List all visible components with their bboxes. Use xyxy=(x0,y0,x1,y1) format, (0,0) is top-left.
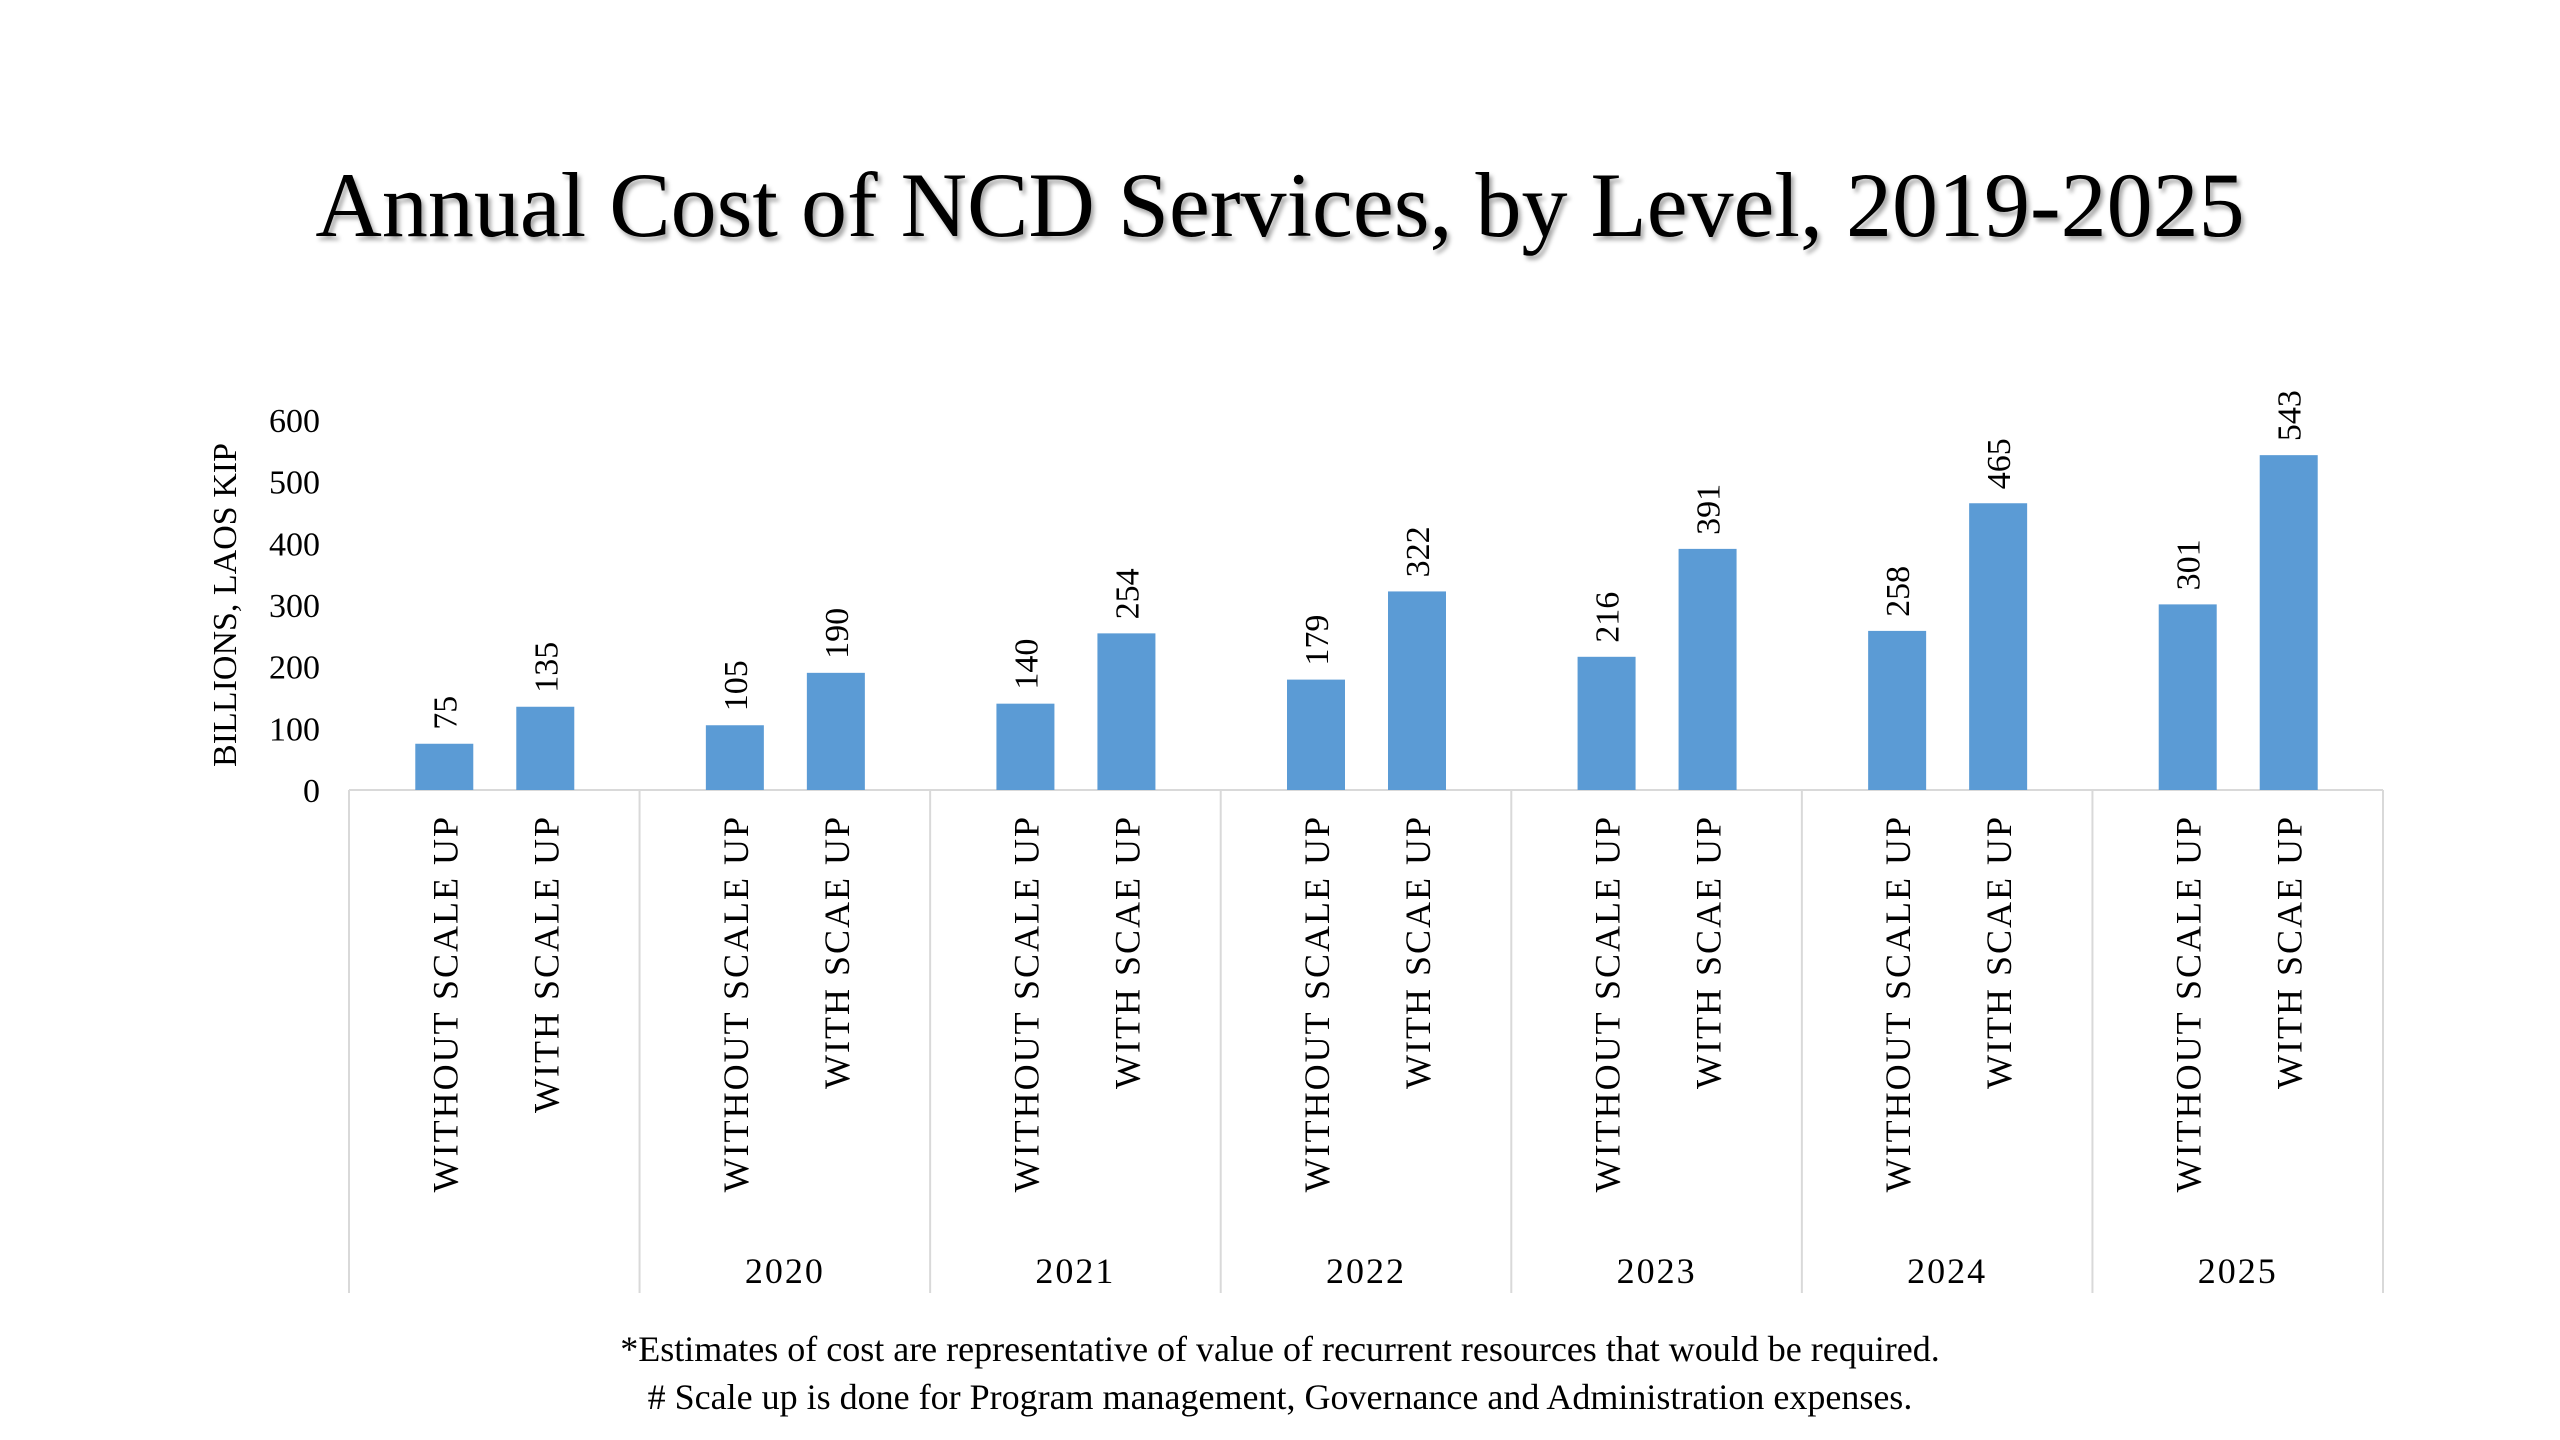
y-tick-label: 200 xyxy=(269,650,320,687)
group-label: 2022 xyxy=(1326,1251,1406,1291)
chart-title: Annual Cost of NCD Services, by Level, 2… xyxy=(315,154,2245,256)
data-label: 135 xyxy=(528,642,565,693)
y-axis-label: BILLIONS, LAOS KIP xyxy=(207,443,244,767)
category-label: WITH SCAE UP xyxy=(1979,815,2019,1089)
data-label: 254 xyxy=(1109,568,1146,619)
data-label: 301 xyxy=(2171,539,2208,590)
data-label: 190 xyxy=(819,608,856,659)
category-label: WITHOUT SCALE UP xyxy=(1588,815,1628,1192)
data-label: 75 xyxy=(427,696,464,730)
bar xyxy=(705,725,764,790)
group-label: 2025 xyxy=(2198,1251,2278,1291)
data-label: 543 xyxy=(2272,390,2309,441)
category-label: WITH SCAE UP xyxy=(2270,815,2310,1089)
bar xyxy=(2158,604,2217,790)
y-tick-label: 100 xyxy=(269,711,320,748)
bar xyxy=(1577,656,1636,790)
footnotes: *Estimates of cost are representative of… xyxy=(0,1325,2560,1421)
category-label: WITHOUT SCALE UP xyxy=(1297,815,1337,1192)
bar xyxy=(996,703,1055,790)
data-label: 465 xyxy=(1981,438,2018,489)
group-label: 2020 xyxy=(745,1251,825,1291)
category-label: WITHOUT SCALE UP xyxy=(425,815,465,1192)
data-label: 391 xyxy=(1691,484,1728,535)
bar xyxy=(2259,455,2318,790)
bar xyxy=(415,743,474,790)
y-tick-label: 600 xyxy=(269,403,320,440)
category-label: WITH SCAE UP xyxy=(817,815,857,1089)
footnote-estimates: *Estimates of cost are representative of… xyxy=(620,1329,1940,1369)
y-tick-label: 500 xyxy=(269,465,320,502)
bar xyxy=(1678,548,1737,790)
data-label: 140 xyxy=(1008,639,1045,690)
bar xyxy=(1868,630,1927,790)
bar xyxy=(1388,591,1446,790)
category-label: WITH SCAE UP xyxy=(1689,815,1729,1089)
category-label: WITHOUT SCALE UP xyxy=(1006,815,1046,1192)
bar xyxy=(1287,679,1345,790)
bar-chart: BILLIONS, LAOS KIP 0 100 200 300 400 500 600 75 W… xyxy=(207,390,2384,1293)
category-label: WITHOUT SCALE UP xyxy=(2169,815,2209,1192)
bar xyxy=(1969,503,2028,790)
category-label: WITH SCALE UP xyxy=(526,815,566,1113)
bar xyxy=(1097,633,1156,790)
data-label: 105 xyxy=(718,660,755,711)
bar xyxy=(806,672,865,790)
group-label: 2023 xyxy=(1617,1251,1697,1291)
data-label: 179 xyxy=(1299,615,1336,666)
category-label: WITHOUT SCALE UP xyxy=(1878,815,1918,1192)
footnote-scale-up: # Scale up is done for Program managemen… xyxy=(647,1377,1913,1417)
group-label: 2024 xyxy=(1907,1251,1987,1291)
bar xyxy=(516,706,575,790)
y-tick-label: 400 xyxy=(269,526,320,563)
y-tick-label: 300 xyxy=(269,588,320,625)
data-label: 258 xyxy=(1880,566,1917,617)
group-label: 2021 xyxy=(1035,1251,1115,1291)
category-label: WITH SCAE UP xyxy=(1107,815,1147,1089)
y-tick-label: 0 xyxy=(303,773,320,810)
data-label: 216 xyxy=(1590,592,1627,643)
data-label: 322 xyxy=(1400,526,1437,577)
category-label: WITHOUT SCALE UP xyxy=(716,815,756,1192)
category-label: WITH SCAE UP xyxy=(1398,815,1438,1089)
